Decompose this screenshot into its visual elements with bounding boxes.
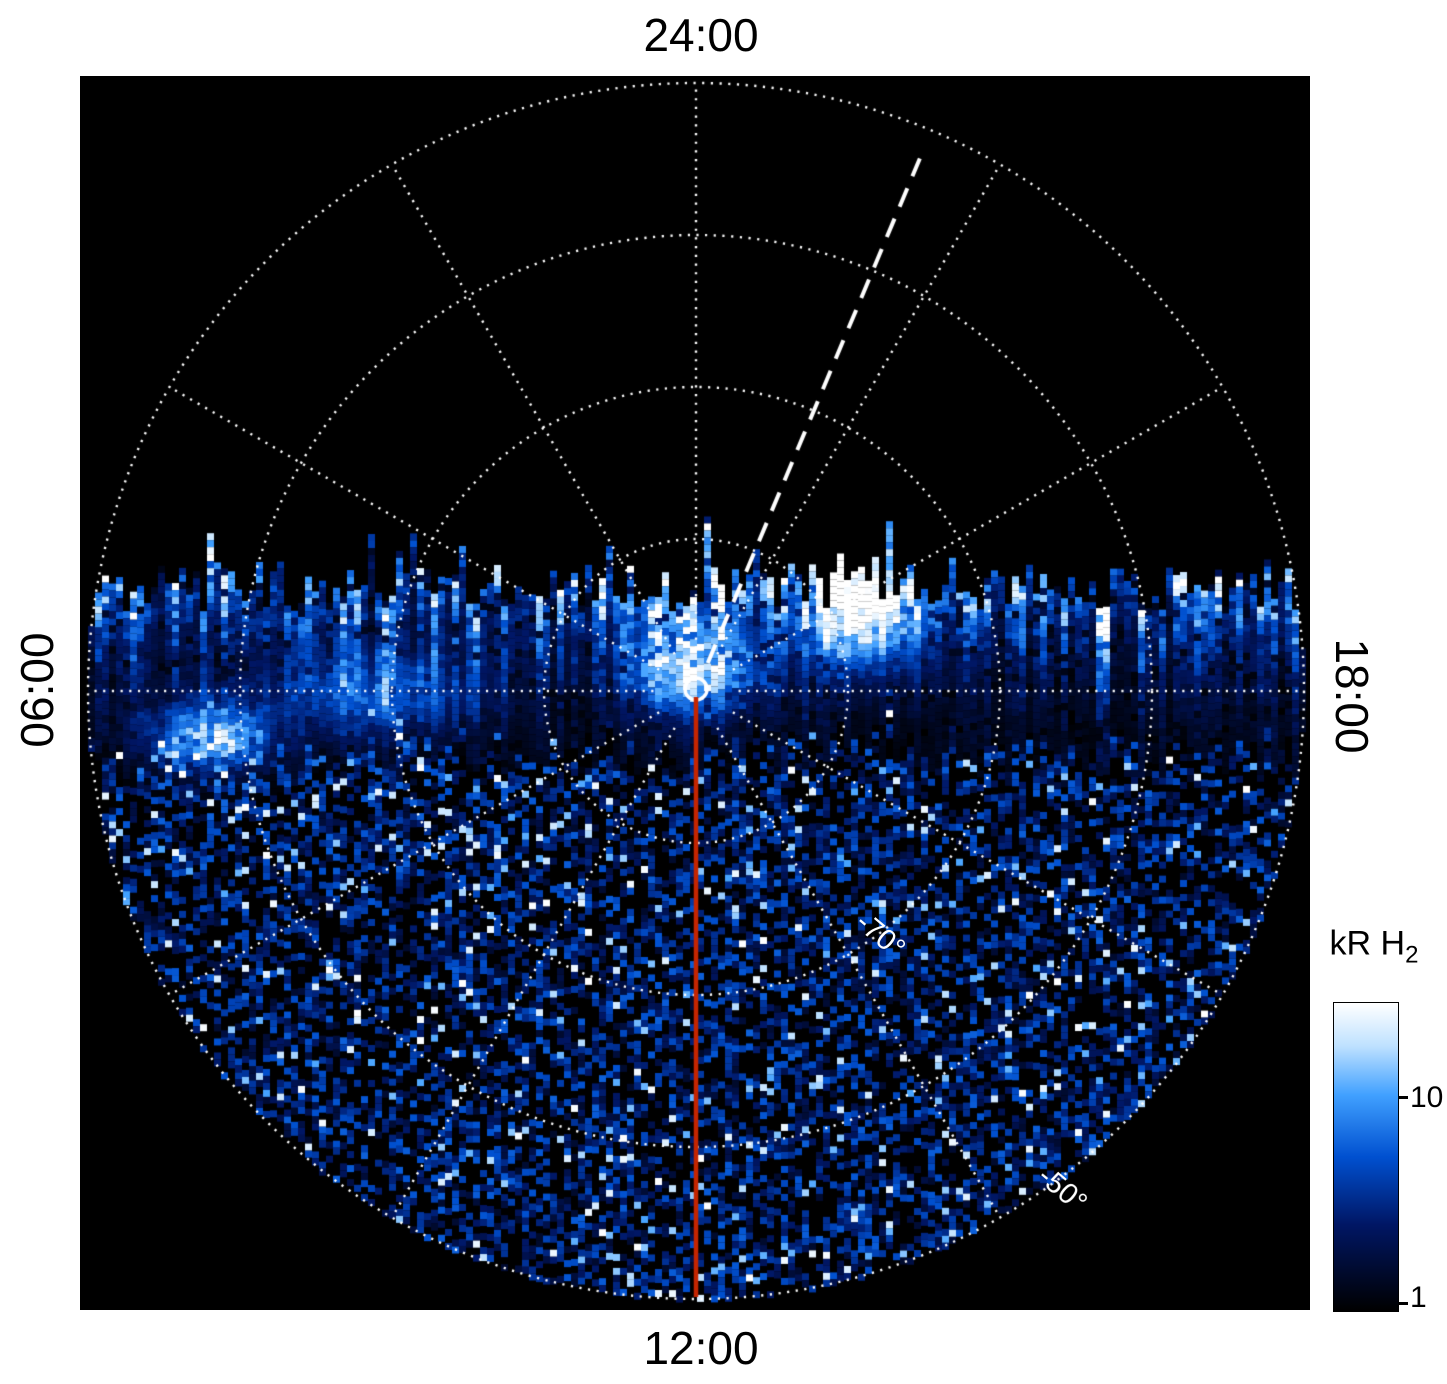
- colorbar-tick-label-1: 1: [1410, 1281, 1427, 1314]
- colorbar-title-subscript: 2: [1405, 941, 1419, 969]
- polar-canvas: [80, 76, 1310, 1310]
- colorbar-gradient: [1333, 1002, 1399, 1312]
- colorbar-title-main: kR H: [1329, 924, 1406, 963]
- plot-area: [80, 76, 1310, 1310]
- colorbar-tickmark-1: [1399, 1302, 1408, 1305]
- colorbar-tickmark-10: [1399, 1096, 1408, 1099]
- hour-label-noon: 12:00: [643, 1322, 759, 1374]
- hour-label-midnight: 24:00: [643, 9, 759, 61]
- hour-label-dawn: 06:00: [11, 632, 63, 748]
- colorbar-tick-label-10: 10: [1410, 1081, 1444, 1114]
- hour-label-dusk: 18:00: [1326, 638, 1378, 754]
- colorbar-title: kR H2: [1330, 925, 1419, 970]
